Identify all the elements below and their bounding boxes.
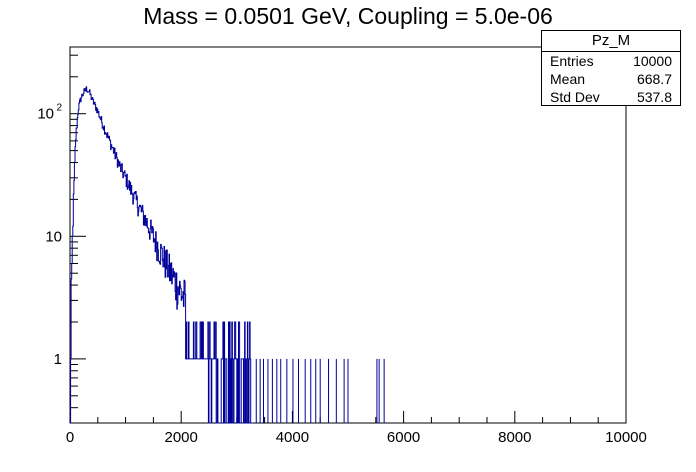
histogram-series-dense [70, 86, 254, 424]
stats-box: Pz_M Entries 10000 Mean 668.7 Std Dev 53… [541, 30, 681, 106]
x-tick-label: 0 [66, 429, 74, 446]
stats-value: 668.7 [636, 71, 672, 87]
x-tick-label: 2000 [165, 429, 198, 446]
stats-row-mean: Mean 668.7 [542, 70, 680, 88]
x-axis: 0 2000 4000 6000 8000 10000 [66, 411, 647, 446]
stats-title: Pz_M [542, 31, 680, 52]
stats-value: 10000 [633, 53, 672, 69]
chart-title: Mass = 0.0501 GeV, Coupling = 5.0e-06 [143, 3, 553, 29]
stats-row-entries: Entries 10000 [542, 52, 680, 70]
stats-label: Mean [550, 71, 586, 87]
x-tick-label: 10000 [605, 429, 647, 446]
stats-value: 537.8 [636, 89, 672, 105]
stats-label: Entries [550, 53, 594, 69]
y-tick-label: 10 [45, 228, 62, 245]
x-tick-label: 6000 [387, 429, 420, 446]
y-tick-label: 1 [54, 351, 62, 368]
y-tick-exponent: 2 [56, 103, 62, 114]
histogram-bins [70, 86, 385, 424]
stats-row-stddev: Std Dev 537.8 [542, 88, 680, 106]
y-tick-label: 10 [37, 106, 54, 123]
x-tick-label: 4000 [276, 429, 309, 446]
x-tick-label: 8000 [498, 429, 531, 446]
stats-label: Std Dev [550, 89, 600, 105]
